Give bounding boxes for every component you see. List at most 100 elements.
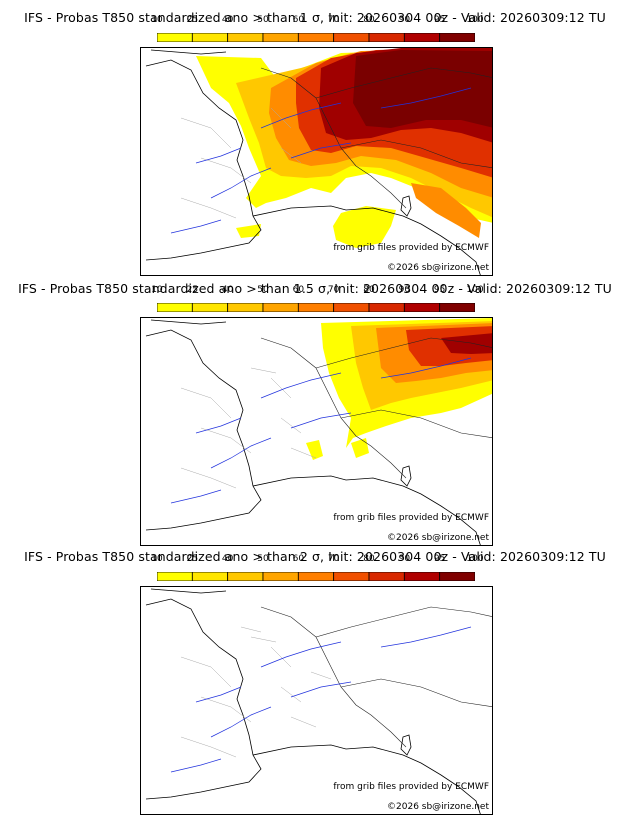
credit-source: from grib files provided by ECMWF <box>333 513 489 523</box>
probability-map: from grib files provided by ECMWF ©2026 … <box>140 586 493 815</box>
colorbar-label: 80 <box>363 285 375 295</box>
colorbar-label: 40 <box>221 285 234 295</box>
colorbar-label: 60 <box>292 285 305 295</box>
colorbar-swatch <box>297 302 335 313</box>
colorbar-swatch <box>262 571 299 582</box>
colorbar-swatch <box>227 302 264 313</box>
colorbar-label: 25 <box>186 15 199 25</box>
map-canvas <box>145 588 492 814</box>
admin-borders <box>180 107 302 219</box>
coastline-med <box>252 205 481 275</box>
colorbar-label: 40 <box>221 15 234 25</box>
prob-area-small-2 <box>351 438 369 458</box>
colorbar-swatch <box>191 32 229 43</box>
colorbar-label: 50 <box>257 554 269 564</box>
colorbar-swatches <box>156 302 476 313</box>
colorbar-swatch <box>227 32 264 43</box>
colorbar <box>156 27 476 43</box>
corsica <box>400 734 412 756</box>
panel-title: IFS - Probas T850 standardized ano > tha… <box>18 281 612 296</box>
colorbar-label: 25 <box>186 285 199 295</box>
colorbar-swatch <box>297 32 335 43</box>
colorbar-swatch <box>333 302 370 313</box>
rivers <box>170 87 472 234</box>
colorbar-label: 10 <box>151 285 163 295</box>
credit-source: from grib files provided by ECMWF <box>333 782 489 792</box>
borders <box>260 606 492 748</box>
colorbar-label: 80 <box>363 15 375 25</box>
credit-copyright: ©2026 sb@irizone.net <box>387 533 489 543</box>
prob-area-95 <box>353 50 492 128</box>
colorbar-swatch <box>262 302 299 313</box>
colorbar-swatch <box>403 32 441 43</box>
colorbar-label: 70 <box>327 15 340 25</box>
colorbar-swatch <box>403 302 441 313</box>
colorbar-label: 100 <box>466 554 484 564</box>
colorbar <box>156 297 476 313</box>
colorbar-swatch <box>333 32 370 43</box>
panel-title: IFS - Probas T850 standardized ano > tha… <box>24 10 606 25</box>
coastline-uk <box>150 319 227 325</box>
colorbar-label: 25 <box>186 554 199 564</box>
colorbar-swatch <box>439 32 476 43</box>
colorbar-label: 95 <box>433 15 446 25</box>
colorbar-label: 50 <box>257 285 269 295</box>
colorbar-label: 70 <box>327 285 340 295</box>
colorbar-label: 90 <box>398 15 411 25</box>
rivers <box>170 626 472 773</box>
colorbar-swatch <box>368 571 405 582</box>
colorbar-label: 95 <box>433 554 446 564</box>
probability-map: from grib files provided by ECMWF ©2026 … <box>140 47 493 276</box>
colorbar-label: 80 <box>363 554 375 564</box>
colorbar-swatch <box>368 302 405 313</box>
prob-area-small <box>306 440 323 460</box>
colorbar-label: 50 <box>257 15 269 25</box>
rivers <box>170 357 472 504</box>
colorbar-swatch <box>297 571 335 582</box>
colorbar-label: 70 <box>327 554 340 564</box>
colorbar-label: 90 <box>398 554 411 564</box>
colorbar-swatch <box>439 571 476 582</box>
borders <box>260 67 492 209</box>
prob-area-west-yellow <box>236 224 261 238</box>
colorbar-swatch <box>439 302 476 313</box>
corsica <box>400 195 412 217</box>
colorbar-swatch <box>368 32 405 43</box>
prob-area-90 <box>441 333 492 354</box>
colorbar-label: 10 <box>151 554 163 564</box>
coastline <box>145 329 262 531</box>
colorbar-label: 60 <box>292 15 305 25</box>
colorbar-label: 95 <box>433 285 446 295</box>
colorbar-swatch <box>156 571 193 582</box>
map-canvas <box>145 48 492 275</box>
colorbar-swatch <box>333 571 370 582</box>
prob-area-alps-orange <box>411 183 481 238</box>
colorbar-swatch <box>403 571 441 582</box>
coastline-med <box>252 744 481 814</box>
panel-title: IFS - Probas T850 standardized ano > tha… <box>24 549 606 564</box>
colorbar-swatch <box>191 302 229 313</box>
coastline-med <box>252 475 481 545</box>
corsica <box>400 465 412 487</box>
credit-source: from grib files provided by ECMWF <box>333 243 489 253</box>
colorbar-label: 90 <box>398 285 411 295</box>
borders <box>260 337 492 479</box>
colorbar-label: 40 <box>221 554 234 564</box>
colorbar <box>156 566 476 582</box>
colorbar-swatch <box>227 571 264 582</box>
colorbar-swatch <box>156 302 193 313</box>
colorbar-swatch <box>262 32 299 43</box>
coastline <box>145 598 262 800</box>
admin-borders <box>180 626 332 758</box>
colorbar-swatches <box>156 571 476 582</box>
colorbar-swatch <box>156 32 193 43</box>
colorbar-swatches <box>156 32 476 43</box>
colorbar-label: 10 <box>151 15 163 25</box>
coastline <box>145 59 262 261</box>
prob-area-south-yellow <box>333 206 396 248</box>
colorbar-label: 100 <box>466 285 484 295</box>
admin-borders <box>180 367 317 489</box>
coastline-uk <box>150 588 227 594</box>
credit-copyright: ©2026 sb@irizone.net <box>387 263 489 273</box>
coastline-uk <box>150 49 227 55</box>
